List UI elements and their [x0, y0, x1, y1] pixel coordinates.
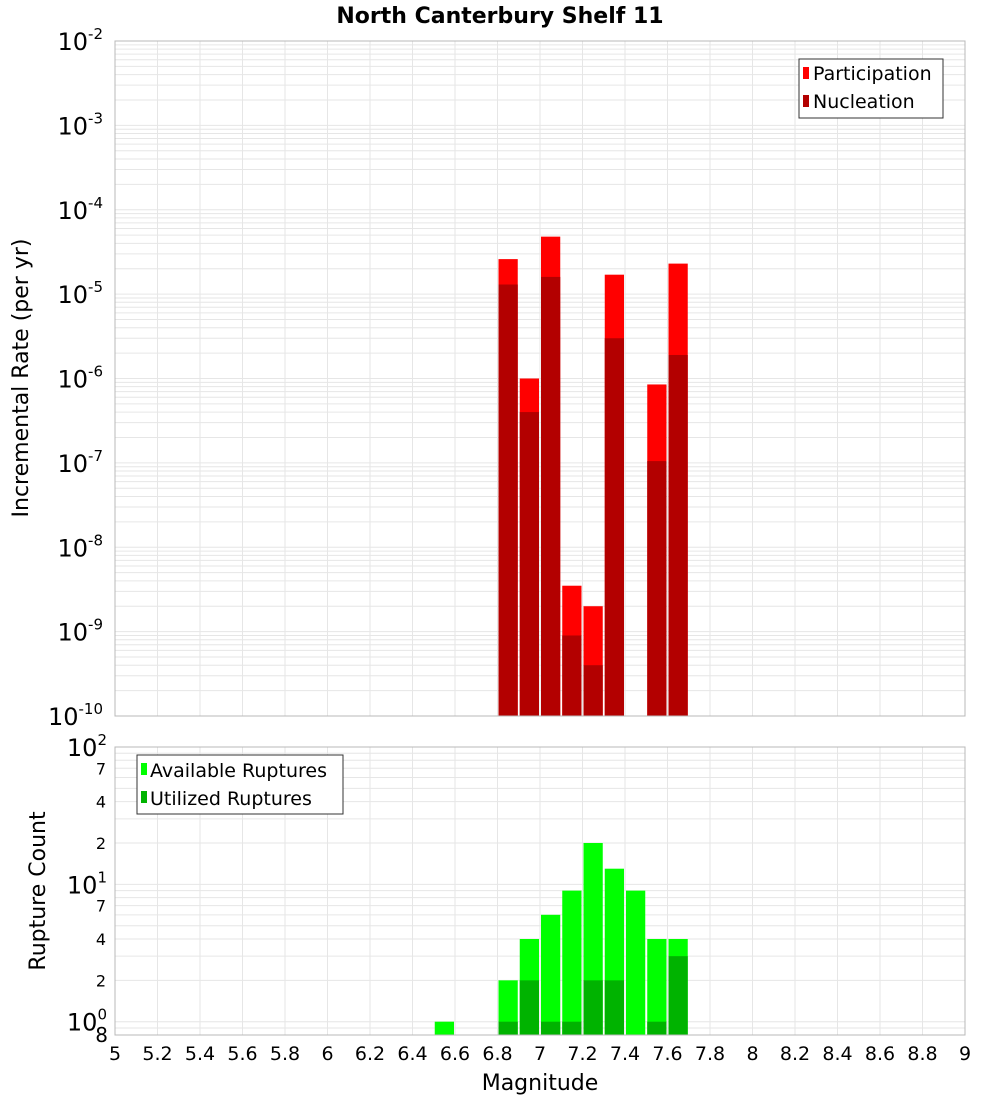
- nucleation-legend-label: Nucleation: [813, 91, 915, 113]
- count-utilized-ruptures-bar: [668, 956, 688, 1035]
- x-tick-label: 8.6: [865, 1043, 895, 1065]
- count-available-ruptures-bar: [498, 980, 518, 1035]
- count-available-ruptures-bar: [562, 890, 582, 1035]
- count-y-tick-label: 101: [67, 868, 107, 899]
- x-tick-label: 8: [746, 1043, 758, 1065]
- count-utilized-ruptures-bar: [562, 1021, 582, 1035]
- x-tick-label: 7: [534, 1043, 546, 1065]
- x-tick-label: 5.6: [227, 1043, 257, 1065]
- rate-panel-legend-box: [798, 58, 944, 119]
- count-utilized-ruptures-bar: [541, 1021, 561, 1035]
- x-axis-ticks: 5 5.2 5.4 5.6 5.8 6 6.2 6.4 6.6 6.8 7 7.2 7.4 7.6 7.8 8…: [109, 1043, 971, 1065]
- x-tick-label: 7.8: [695, 1043, 725, 1065]
- rate-panel-frame: [114, 40, 966, 717]
- rate-y-tick-label: 10-2: [57, 25, 103, 56]
- count-y-minor-tick-label: 2: [96, 834, 106, 853]
- rate-y-tick-label: 10-7: [57, 447, 103, 478]
- rate-nucleation-bar: [519, 412, 539, 716]
- rate-panel-bars: [498, 236, 688, 716]
- participation-legend-label: Participation: [813, 63, 932, 85]
- count-y-tick-label: 102: [67, 731, 107, 762]
- rate-nucleation-bar: [604, 338, 624, 716]
- rate-y-tick-label: 10-10: [48, 700, 103, 731]
- rate-panel-legend: Participation Nucleation: [798, 58, 944, 119]
- rate-panel-grid: [114, 41, 966, 717]
- count-panel-y-axis-label: Rupture Count: [26, 811, 51, 971]
- utilized-legend-label: Utilized Ruptures: [150, 788, 312, 810]
- count-available-ruptures-bar: [541, 914, 561, 1035]
- available-legend-label: Available Ruptures: [150, 760, 327, 782]
- x-tick-label: 5: [109, 1043, 121, 1065]
- rate-panel-y-axis-label: Incremental Rate (per yr): [9, 239, 34, 518]
- count-y-minor-tick-label: 8: [95, 1023, 108, 1047]
- count-panel-legend: Available Ruptures Utilized Ruptures: [136, 754, 344, 815]
- x-tick-label: 8.8: [907, 1043, 937, 1065]
- x-axis-label: Magnitude: [482, 1071, 599, 1096]
- rate-nucleation-bar: [562, 635, 582, 716]
- rate-nucleation-bar: [647, 461, 667, 716]
- x-tick-label: 5.8: [270, 1043, 300, 1065]
- count-y-minor-tick-label: 7: [96, 897, 106, 916]
- participation-legend-swatch: [803, 67, 809, 79]
- x-tick-label: 9: [959, 1043, 971, 1065]
- rate-y-tick-label: 10-4: [57, 194, 103, 225]
- x-tick-label: 5.2: [142, 1043, 172, 1065]
- count-panel-bars: [434, 843, 688, 1035]
- x-tick-label: 7.6: [652, 1043, 682, 1065]
- count-available-ruptures-bar: [626, 890, 646, 1035]
- rate-y-tick-label: 10-9: [57, 616, 103, 647]
- utilized-legend-swatch: [141, 791, 147, 803]
- count-y-minor-tick-label: 7: [96, 759, 106, 778]
- x-tick-label: 6.4: [397, 1043, 427, 1065]
- rate-nucleation-bar: [498, 284, 518, 716]
- count-y-minor-tick-label: 4: [96, 793, 106, 812]
- count-utilized-ruptures-bar: [498, 1021, 518, 1035]
- count-utilized-ruptures-bar: [647, 1021, 667, 1035]
- count-available-ruptures-bar: [434, 1021, 454, 1035]
- x-tick-label: 6: [321, 1043, 333, 1065]
- x-tick-label: 5.4: [185, 1043, 215, 1065]
- count-y-minor-tick-label: 2: [96, 971, 106, 990]
- x-tick-label: 6.2: [355, 1043, 385, 1065]
- rate-nucleation-bar: [668, 354, 688, 716]
- rate-y-tick-label: 10-8: [57, 531, 103, 562]
- x-tick-label: 8.2: [780, 1043, 810, 1065]
- x-tick-label: 8.4: [822, 1043, 852, 1065]
- count-utilized-ruptures-bar: [583, 980, 603, 1035]
- rate-y-tick-label: 10-3: [57, 109, 103, 140]
- count-utilized-ruptures-bar: [519, 980, 539, 1035]
- nucleation-legend-swatch: [803, 95, 809, 107]
- rate-panel-y-ticks: 10-10 10-9 10-8 10-7 10-6 10-5 10-4 10-3 10-2: [48, 25, 103, 731]
- x-tick-label: 7.4: [610, 1043, 640, 1065]
- count-panel-frame: [114, 746, 966, 1036]
- count-panel-legend-box: [136, 754, 344, 815]
- count-y-minor-tick-label: 4: [96, 930, 106, 949]
- count-y-tick-label: 100: [67, 1006, 107, 1037]
- rate-nucleation-bar: [583, 665, 603, 716]
- available-legend-swatch: [141, 763, 147, 775]
- x-tick-label: 6.8: [482, 1043, 512, 1065]
- count-available-ruptures-bar: [647, 939, 667, 1035]
- rate-panel: 10-10 10-9 10-8 10-7 10-6 10-5 10-4 10-3 10-2 In…: [9, 25, 966, 731]
- rate-y-tick-label: 10-6: [57, 363, 103, 394]
- x-tick-label: 7.2: [567, 1043, 597, 1065]
- rate-nucleation-bar: [541, 276, 561, 716]
- chart-title: North Canterbury Shelf 11: [336, 4, 663, 29]
- x-tick-label: 6.6: [440, 1043, 470, 1065]
- rate-y-tick-label: 10-5: [57, 278, 103, 309]
- count-utilized-ruptures-bar: [604, 980, 624, 1035]
